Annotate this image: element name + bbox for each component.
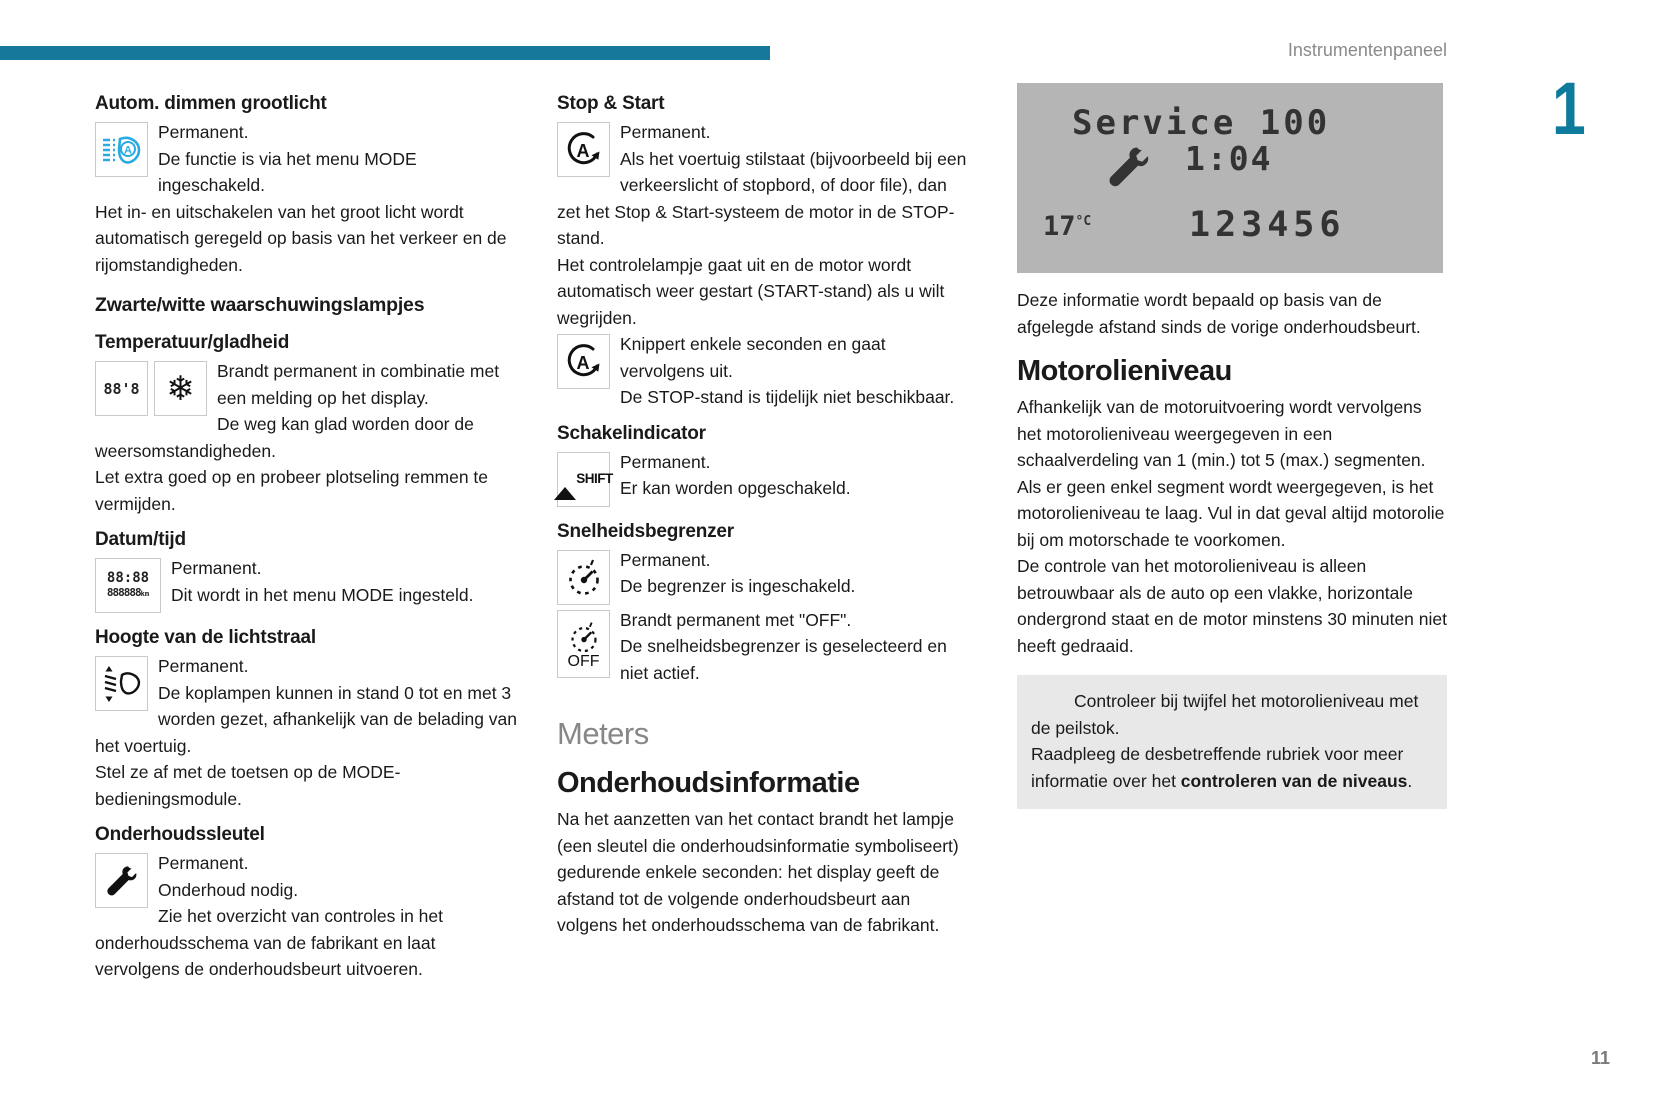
- lcd-service-text: Service 100: [1072, 103, 1331, 143]
- note-text: Controleer bij twijfel het motorolienive…: [1031, 691, 1419, 738]
- section-title-beam-height: Hoogte van de lichtstraal: [95, 627, 316, 648]
- stop-start-icon: A: [557, 122, 610, 177]
- page-number: 11: [1590, 1048, 1610, 1068]
- top-accent-bar: [0, 46, 770, 60]
- indicator-state: Permanent.: [171, 558, 262, 578]
- indicator-state: Permanent.: [620, 451, 711, 472]
- auto-high-beam-icon: A: [95, 122, 148, 177]
- indicator-description: De functie is via het menu MODE ingescha…: [158, 148, 417, 196]
- chapter-number-tab: 1: [1552, 67, 1586, 150]
- up-arrow-icon: [554, 470, 577, 500]
- column-right: Service 100 1:04 17°C 123456 Deze inform…: [1017, 83, 1447, 809]
- stop-start-icon: A: [557, 334, 610, 389]
- section-title-stop-start: Stop & Start: [557, 93, 665, 114]
- section-title-auto-highbeam: Autom. dimmen grootlicht: [95, 93, 327, 114]
- indicator-state: Permanent.: [620, 122, 711, 142]
- section-title-service-key: Onderhoudssleutel: [95, 824, 265, 845]
- shift-indicator-icon: SHIFT: [554, 451, 613, 507]
- wrench-icon: [95, 853, 148, 908]
- indicator-state: Permanent.: [620, 549, 711, 570]
- indicator-description: Dit wordt in het menu MODE ingesteld.: [171, 584, 474, 605]
- date-time-display-icon: 88:88 888888km: [95, 558, 161, 613]
- section-title-shift: Schakelindicator: [557, 422, 706, 444]
- speed-limiter-icon: [557, 549, 610, 605]
- paragraph: De weg kan glad worden door de weersomst…: [95, 414, 474, 461]
- lcd-clock: 1:04: [1185, 139, 1273, 178]
- paragraph: Stel ze af met de toetsen op de MODE-bed…: [95, 762, 401, 809]
- wrench-icon: [1105, 143, 1153, 195]
- svg-text:A: A: [124, 144, 132, 156]
- paragraph: Deze informatie wordt bepaald op basis v…: [1017, 290, 1421, 337]
- paragraph: Het controlelampje gaat uit en de motor …: [557, 254, 945, 328]
- column-left: Autom. dimmen grootlicht A Permanent. De…: [95, 92, 523, 983]
- note-text: Raadpleeg de desbetreffende rubriek voor…: [1031, 744, 1413, 791]
- paragraph: Zie het overzicht van controles in het o…: [95, 906, 444, 979]
- svg-text:A: A: [576, 141, 589, 161]
- paragraph: Na het aanzetten van het contact brandt …: [557, 809, 959, 935]
- column-middle: Stop & Start A Permanent. Als het voertu…: [554, 92, 971, 939]
- section-label-bw-warning: Zwarte/witte waarschuwingslampjes: [95, 294, 425, 316]
- headlight-leveling-icon: [95, 656, 148, 711]
- paragraph: De STOP-stand is tijdelijk niet beschikb…: [620, 387, 955, 407]
- snowflake-icon: ❄: [154, 361, 207, 416]
- temperature-display-icon: 88'8: [95, 361, 148, 416]
- lcd-odometer: 123456: [1189, 205, 1346, 245]
- paragraph: Let extra goed op en probeer plotseling …: [95, 467, 489, 514]
- speed-limiter-off-icon: OFF: [557, 609, 610, 678]
- heading-oil-level: Motorolieniveau: [1017, 355, 1232, 387]
- instrument-display-image: Service 100 1:04 17°C 123456: [1017, 83, 1443, 273]
- indicator-description: Brandt permanent in combinatie met een m…: [217, 361, 500, 408]
- section-title-temperature: Temperatuur/gladheid: [95, 332, 290, 353]
- indicator-state: Brandt permanent met "OFF".: [620, 609, 852, 630]
- paragraph: Afhankelijk van de motoruitvoering wordt…: [1017, 397, 1426, 470]
- indicator-state: Permanent.: [158, 853, 249, 873]
- indicator-description: Onderhoud nodig.: [158, 879, 299, 900]
- indicator-description: Knippert enkele seconden en gaat vervolg…: [620, 334, 886, 381]
- paragraph: De controle van het motorolieniveau is a…: [1017, 556, 1447, 656]
- heading-service-info: Onderhoudsinformatie: [557, 767, 860, 799]
- svg-text:A: A: [576, 353, 589, 373]
- indicator-description: De begrenzer is ingeschakeld.: [620, 576, 856, 596]
- page-header-title: Instrumentenpaneel: [1287, 40, 1447, 60]
- paragraph: Het in- en uitschakelen van het groot li…: [95, 201, 507, 275]
- paragraph: Als er geen enkel segment wordt weergege…: [1017, 476, 1445, 550]
- indicator-state: Permanent.: [158, 656, 249, 676]
- indicator-description: Als het voertuig stilstaat (bijvoorbeeld…: [557, 148, 967, 249]
- info-note-box: Controleer bij twijfel het motorolienive…: [1017, 675, 1447, 809]
- indicator-description: Er kan worden opgeschakeld.: [620, 478, 851, 498]
- section-title-datetime: Datum/tijd: [95, 529, 186, 550]
- indicator-description: De koplampen kunnen in stand 0 tot en me…: [95, 682, 517, 756]
- chapter-section-title: Meters: [557, 716, 649, 751]
- section-title-speed-limiter: Snelheidsbegrenzer: [557, 520, 734, 542]
- lcd-temperature: 17°C: [1043, 211, 1092, 242]
- indicator-state: Permanent.: [158, 122, 249, 142]
- indicator-description: De snelheidsbegrenzer is geselecteerd en…: [620, 636, 947, 683]
